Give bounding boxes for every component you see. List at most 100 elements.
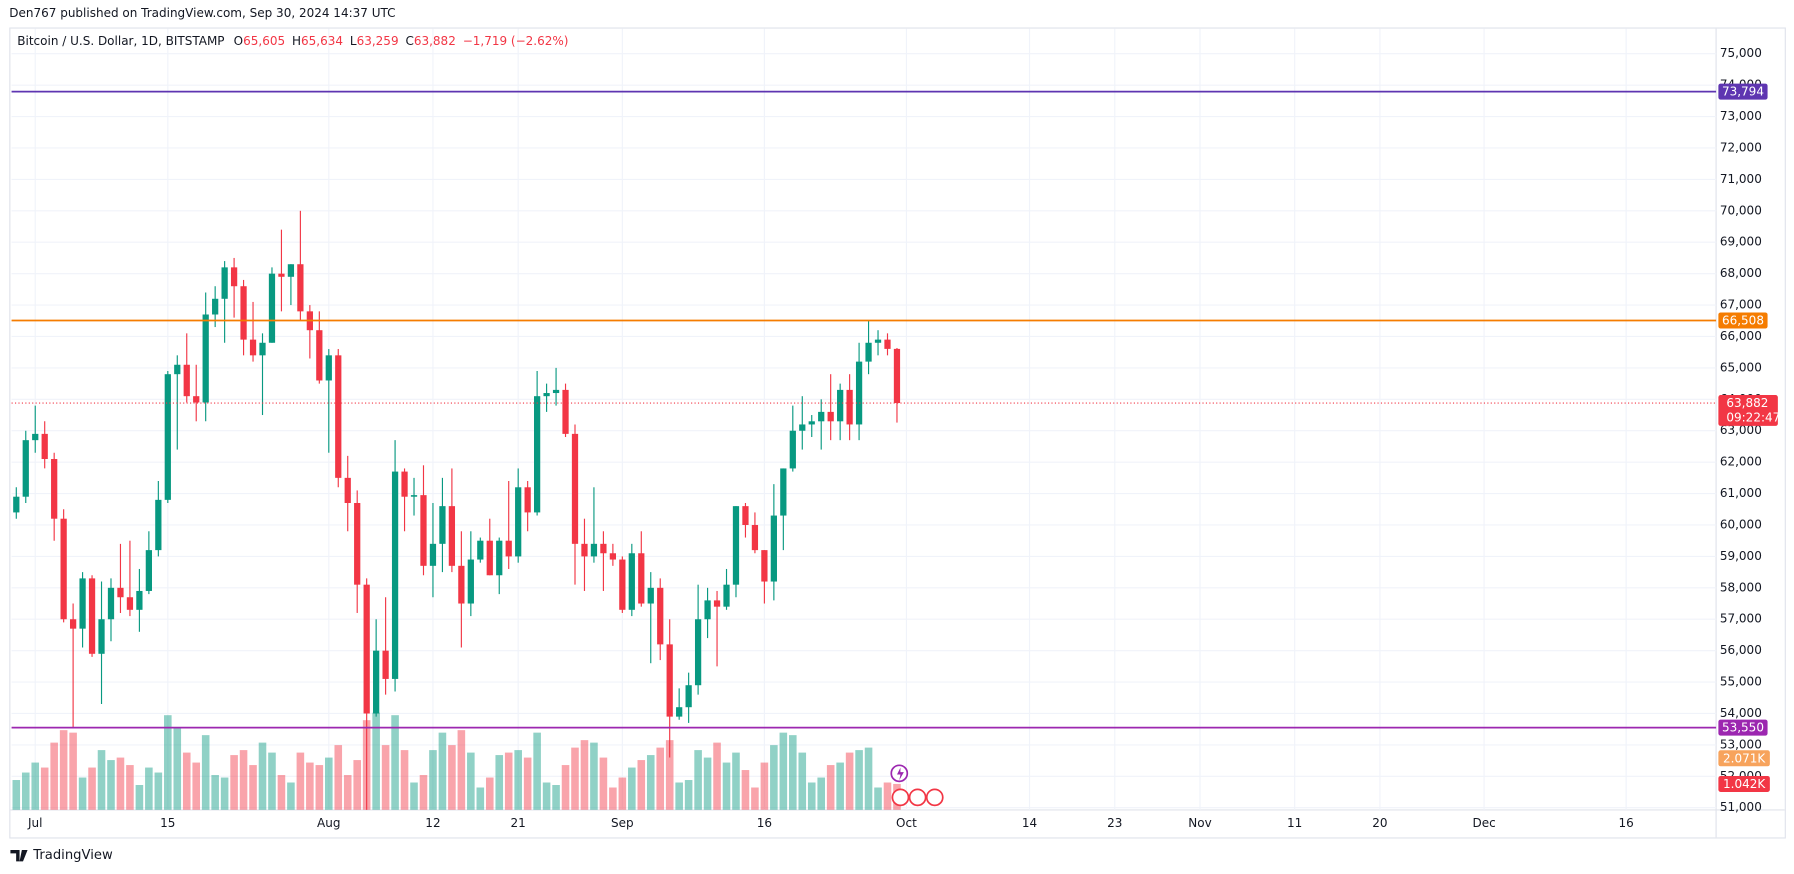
volume-bar (116, 757, 125, 810)
candle-body (732, 506, 740, 585)
volume-bar (675, 782, 683, 810)
x-tick-label: Sep (611, 816, 634, 830)
candles (13, 210, 901, 810)
candle-body (335, 355, 342, 478)
last-price-tag (1718, 395, 1778, 426)
candle-body (117, 587, 124, 598)
volume-bar (429, 750, 437, 810)
overlays: 51,00052,00053,00054,00055,00056,00057,0… (11, 46, 1780, 830)
candle-body (259, 342, 266, 356)
brand-name: TradingView (32, 848, 113, 863)
candle-body (183, 364, 190, 397)
candle-body (505, 540, 512, 557)
volume-bar (154, 772, 163, 810)
candle-body (571, 433, 579, 544)
x-tick-label: Nov (1188, 816, 1211, 830)
candle-body (391, 471, 399, 679)
candle-body (477, 540, 484, 560)
volume-bar (306, 762, 314, 810)
candle-body (874, 339, 882, 343)
volume-bar (88, 767, 96, 810)
price-tag-label: 53,550 (1722, 721, 1764, 735)
event-flag[interactable] (891, 788, 910, 807)
candle-body (590, 543, 598, 557)
candle-body (770, 515, 777, 582)
price-tag-label: 66,508 (1722, 314, 1764, 328)
published-note: Den767 published on TradingView.com, Sep… (9, 6, 395, 20)
candle-body (742, 506, 749, 525)
volume-bar (798, 752, 807, 810)
volume-bar (514, 750, 522, 810)
legend-change: −1,719 (−2.62%) (463, 34, 569, 48)
volume-bar (665, 740, 674, 810)
x-tick-label: Dec (1472, 816, 1495, 830)
volume-bar (571, 747, 579, 810)
candle-body (884, 339, 891, 349)
candle-body (174, 364, 181, 375)
y-tick-label: 51,000 (1720, 800, 1762, 814)
volume-bar (12, 780, 21, 810)
volume-bar (855, 750, 863, 810)
volume-bar (542, 782, 551, 810)
brand-logo (10, 849, 28, 862)
volume-bar (201, 735, 210, 810)
candle-body (647, 587, 654, 604)
volume-bar (372, 712, 380, 810)
y-tick-label: 65,000 (1720, 360, 1762, 374)
candle-body (751, 524, 759, 551)
volume-bar (419, 775, 428, 810)
candle-body (486, 540, 493, 576)
x-tick-label: 20 (1372, 816, 1387, 830)
candle-body (373, 650, 380, 714)
countdown: 09:22:47 (1726, 410, 1780, 424)
volume-bar (249, 765, 257, 810)
event-flag[interactable] (925, 788, 944, 807)
y-tick-label: 75,000 (1720, 46, 1762, 60)
y-tick-label: 60,000 (1720, 517, 1762, 531)
candle-body (155, 499, 162, 551)
legend-key: O (234, 34, 243, 48)
price-tag (1718, 83, 1768, 100)
y-tick-label: 56,000 (1720, 643, 1762, 657)
price-tag (1718, 719, 1768, 736)
candle-body (676, 707, 683, 717)
candle-body (249, 339, 257, 356)
event-flag[interactable] (908, 788, 927, 807)
candle-body (410, 495, 418, 497)
volume-bar (287, 782, 295, 810)
volume-bar (457, 730, 466, 810)
volume-bar (694, 750, 702, 810)
y-tick-label: 68,000 (1720, 266, 1762, 280)
x-tick-label: 21 (511, 816, 526, 830)
x-tick-label: 23 (1107, 816, 1122, 830)
volume-bar (40, 767, 49, 810)
volume-bar (126, 765, 134, 810)
candle-body (401, 471, 408, 497)
volume-bar (779, 732, 788, 810)
price-tag (1718, 312, 1768, 329)
volume-bar (656, 747, 665, 810)
candle-body (88, 578, 96, 654)
volume-bar (826, 765, 835, 810)
candle-body (846, 389, 853, 425)
candle-body (13, 496, 20, 513)
candle-body (230, 267, 238, 287)
volume-bar (220, 777, 229, 810)
volume-bar (637, 760, 646, 810)
volume-bar (741, 770, 750, 810)
candle-body (799, 424, 806, 431)
volume-bar (400, 750, 409, 810)
x-tick-label: 16 (1618, 816, 1633, 830)
candle-body (837, 389, 844, 422)
candle-body (685, 685, 692, 708)
volume-bar (485, 777, 494, 810)
candle-body (628, 553, 635, 610)
volume-bar (703, 757, 712, 810)
x-tick-label: 14 (1022, 816, 1037, 830)
volume-bar (609, 787, 617, 810)
candle-body (893, 348, 901, 404)
y-tick-label: 58,000 (1720, 580, 1762, 594)
candle-body (420, 495, 427, 566)
event-icon-glyph (897, 767, 904, 781)
y-tick-label: 53,000 (1720, 737, 1762, 751)
